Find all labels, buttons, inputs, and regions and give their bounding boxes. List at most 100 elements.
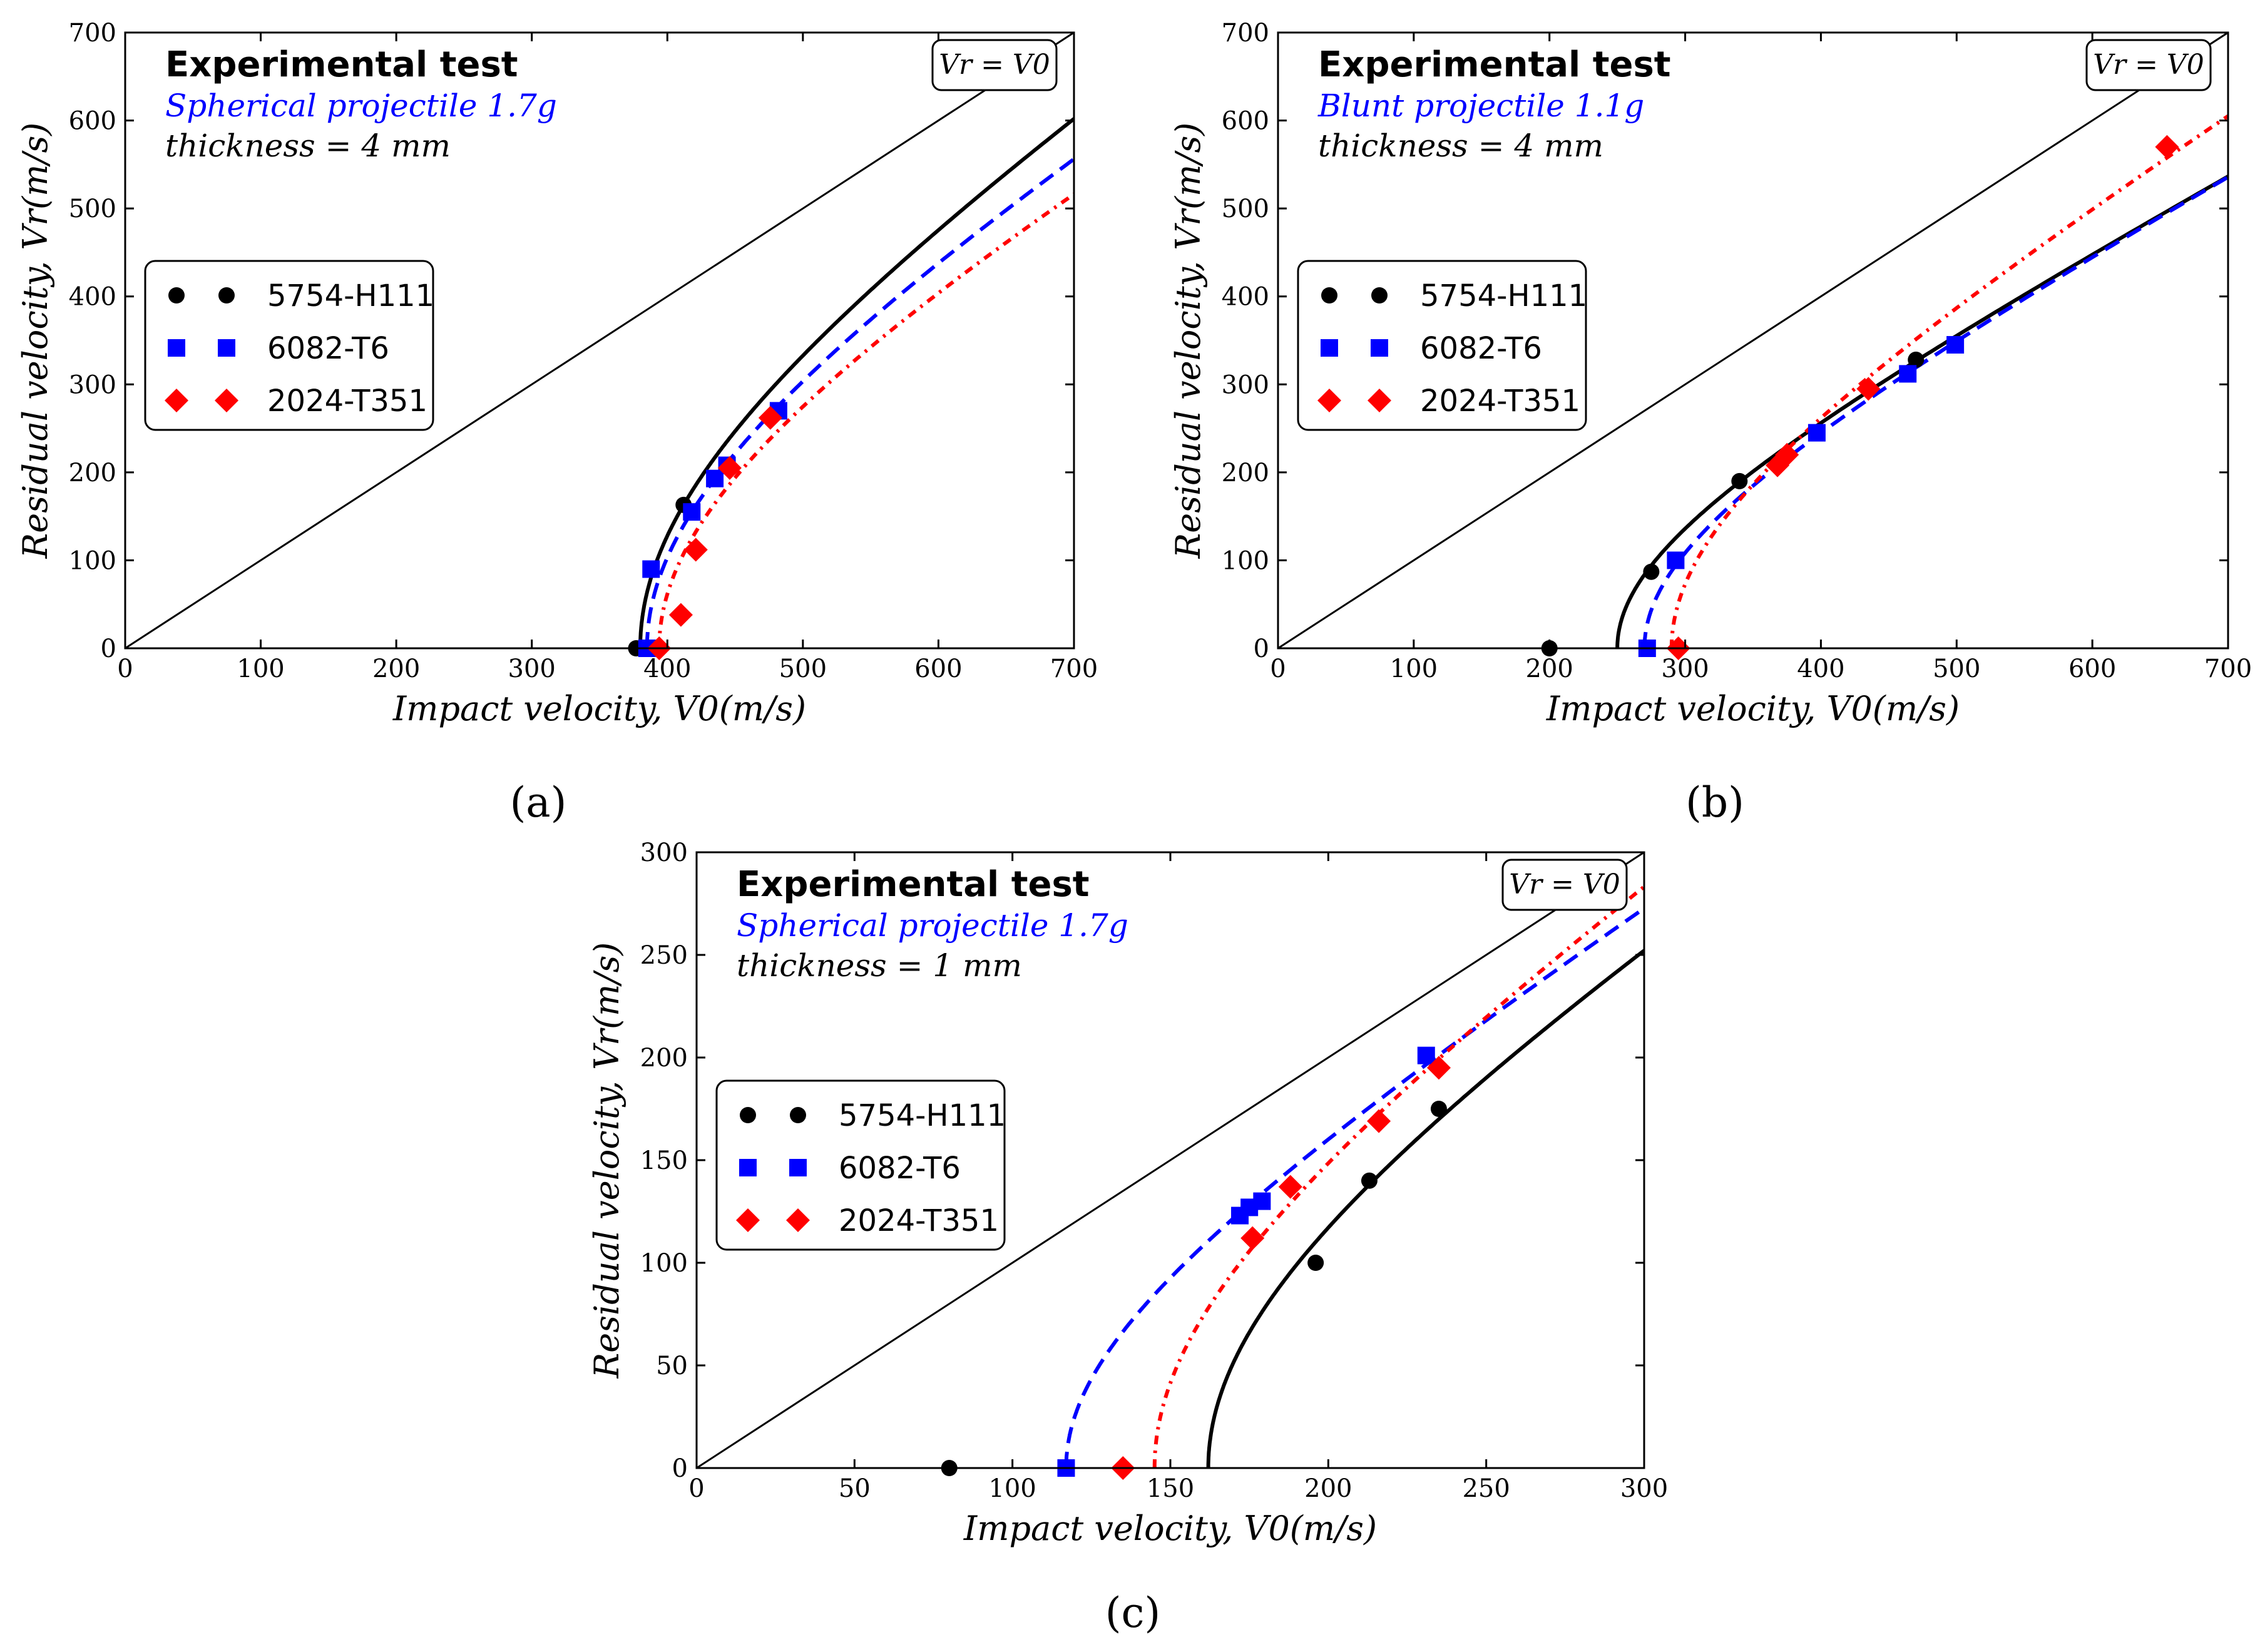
- legend-marker: [1321, 339, 1338, 357]
- legend-marker: [1371, 287, 1388, 303]
- point-6082-T6: [1417, 1046, 1435, 1064]
- point-2024-T351: [758, 405, 782, 430]
- point-5754-H111: [1307, 1255, 1324, 1271]
- panel-1: 0 100 200 300 400 500 600 700 0 100 200 300 400 500 60…: [1168, 19, 2252, 827]
- y-tick-label: 700: [69, 19, 116, 48]
- point-5754-H111: [1361, 1172, 1378, 1189]
- point-5754-H111: [1731, 472, 1748, 489]
- legend-marker: [1371, 339, 1388, 357]
- x-tick-label: 400: [1797, 655, 1844, 683]
- legend-label: 6082-T6: [1420, 331, 1542, 366]
- legend-marker: [789, 1159, 807, 1176]
- panel-2: 0 50 100 150 200 250 300 0 50 100 150 200 250 300 Impa…: [587, 839, 1668, 1637]
- panel-0: 0 100 200 300 400 500 600 700 0 100 200 300 400 500 60…: [16, 19, 1098, 827]
- legend-marker: [790, 1107, 806, 1123]
- legend-marker: [739, 1159, 757, 1176]
- thickness-note: thickness = 4 mm: [165, 128, 451, 164]
- point-5754-H111: [1430, 1101, 1447, 1117]
- x-tick-label: 400: [643, 655, 691, 683]
- y-tick-label: 600: [1222, 107, 1269, 136]
- fit-curve-5754-H111: [1206, 949, 1644, 1468]
- point-2024-T351: [1278, 1175, 1302, 1199]
- legend-marker: [218, 339, 235, 357]
- fit-curve-6082-T6: [1064, 907, 1644, 1468]
- point-6082-T6: [683, 503, 701, 521]
- x-tick-label: 200: [1526, 655, 1573, 683]
- annotation-text: Vr = V0: [939, 49, 1050, 81]
- x-axis-label: Impact velocity, V0(m/s): [392, 689, 806, 728]
- legend-box: [1297, 260, 1587, 431]
- y-tick-label: 600: [69, 107, 116, 136]
- legend-marker: [168, 339, 185, 357]
- y-tick-label: 150: [640, 1146, 688, 1175]
- fit-curve-2024-T351: [657, 192, 1074, 648]
- legend-label: 5754-H111: [839, 1098, 1006, 1133]
- x-tick-label: 600: [2068, 655, 2116, 683]
- point-2024-T351: [1426, 1056, 1451, 1080]
- fit-curve-2024-T351: [1152, 885, 1644, 1468]
- y-tick-label: 300: [69, 370, 116, 399]
- annotation-text: Vr = V0: [2093, 49, 2204, 81]
- y-tick-label: 300: [1222, 370, 1269, 399]
- legend-label: 5754-H111: [267, 278, 434, 314]
- y-tick-label: 100: [69, 546, 116, 575]
- point-2024-T351: [1775, 442, 1799, 467]
- y-axis-label: Residual velocity, Vr(m/s): [16, 123, 55, 559]
- x-tick-label: 100: [988, 1474, 1036, 1503]
- legend-marker: [165, 389, 188, 412]
- point-6082-T6: [1253, 1192, 1271, 1210]
- x-tick-label: 0: [117, 655, 133, 683]
- x-tick-label: 0: [688, 1474, 704, 1503]
- y-tick-label: 100: [640, 1249, 688, 1278]
- legend-label: 6082-T6: [267, 331, 389, 366]
- point-2024-T351: [668, 603, 693, 627]
- point-2024-T351: [1240, 1226, 1265, 1250]
- point-2024-T351: [1856, 377, 1881, 401]
- legend-marker: [786, 1208, 810, 1232]
- legend-marker: [1368, 389, 1391, 412]
- x-tick-label: 200: [1304, 1474, 1352, 1503]
- y-tick-label: 50: [656, 1352, 688, 1380]
- identity-line: [125, 33, 1074, 648]
- point-6082-T6: [1667, 551, 1685, 569]
- x-tick-label: 50: [839, 1474, 871, 1503]
- panel-label: (a): [510, 778, 567, 827]
- y-tick-label: 0: [672, 1454, 688, 1483]
- y-tick-label: 200: [640, 1044, 688, 1073]
- legend-box: [144, 260, 434, 431]
- legend-label: 6082-T6: [839, 1151, 961, 1186]
- fit-curve-5754-H111: [638, 117, 1074, 648]
- point-6082-T6: [642, 560, 660, 578]
- legend-label: 2024-T351: [1420, 384, 1580, 419]
- chart-title: Experimental test: [1318, 44, 1671, 85]
- legend-marker: [1317, 389, 1341, 412]
- x-tick-label: 150: [1147, 1474, 1194, 1503]
- y-tick-label: 700: [1222, 19, 1269, 48]
- fit-curve-2024-T351: [1669, 115, 2228, 648]
- point-2024-T351: [717, 456, 742, 480]
- legend-marker: [215, 389, 238, 412]
- x-tick-label: 100: [1390, 655, 1438, 683]
- point-2024-T351: [2155, 135, 2179, 159]
- identity-line: [697, 852, 1644, 1468]
- x-tick-label: 200: [372, 655, 420, 683]
- thickness-note: thickness = 4 mm: [1318, 128, 1603, 164]
- y-tick-label: 200: [1222, 459, 1269, 487]
- y-tick-label: 0: [101, 635, 116, 663]
- chart-subtitle: Spherical projectile 1.7g: [737, 907, 1128, 944]
- x-tick-label: 0: [1270, 655, 1286, 683]
- axes-frame: [124, 31, 1075, 650]
- annotation-box: [1501, 859, 1628, 911]
- chart-subtitle: Blunt projectile 1.1g: [1317, 88, 1644, 124]
- x-tick-label: 700: [2204, 655, 2252, 683]
- y-tick-label: 0: [1254, 635, 1269, 663]
- y-tick-label: 400: [69, 283, 116, 312]
- point-2024-T351: [1367, 1109, 1391, 1133]
- fit-curve-6082-T6: [645, 157, 1074, 648]
- chart-subtitle: Spherical projectile 1.7g: [165, 88, 557, 124]
- y-axis-label: Residual velocity, Vr(m/s): [587, 942, 626, 1379]
- point-2024-T351: [683, 538, 708, 562]
- point-6082-T6: [1899, 365, 1917, 383]
- legend-marker: [168, 287, 185, 303]
- point-6082-T6: [1807, 424, 1826, 442]
